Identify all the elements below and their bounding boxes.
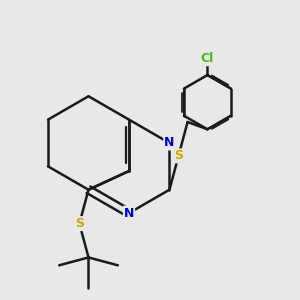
Text: N: N [164,136,175,149]
Text: S: S [174,149,183,162]
Text: Cl: Cl [201,52,214,65]
Text: N: N [124,207,134,220]
Text: S: S [75,217,84,230]
